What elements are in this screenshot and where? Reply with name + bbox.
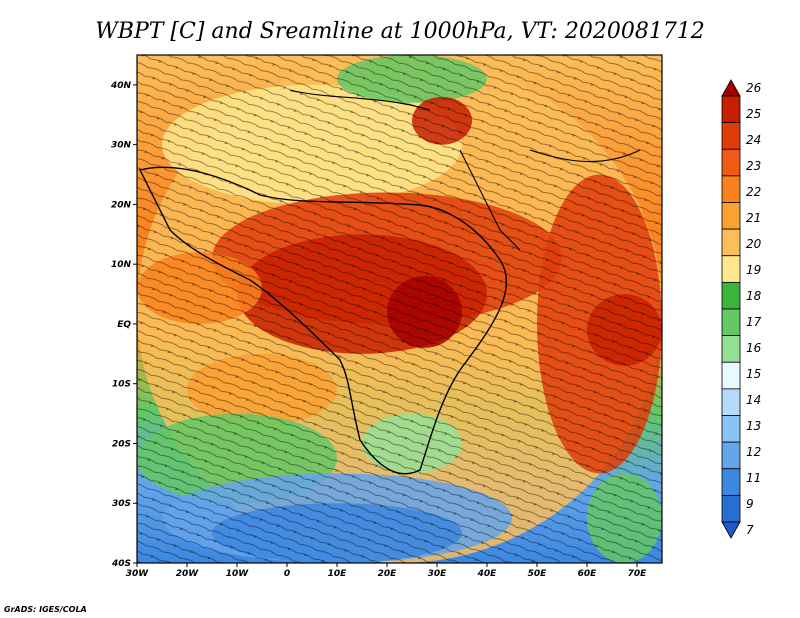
colorbar-label: 19 [746,263,761,277]
y-tick-label: 40S [111,559,131,569]
colorbar-swatch [721,388,741,416]
y-tick-label: EQ [117,320,131,330]
map-frame [136,54,663,564]
colorbar-swatch [721,281,741,310]
colorbar-swatch [721,361,741,390]
x-tick-label: 20E [378,569,398,579]
colorbar-label: 17 [746,315,762,329]
credit-text: GrADS: IGES/COLA [4,605,87,614]
colorbar-label: 16 [746,341,762,355]
y-tick-label: 30N [111,141,132,151]
map-panel [136,54,663,564]
x-tick-label: 10E [328,569,348,579]
x-tick-label: 20W [176,569,200,579]
colorbar-swatch [721,494,741,523]
colorbar-swatch [721,148,741,177]
colorbar-label: 15 [746,367,761,381]
colorbar-swatch [721,95,741,124]
colorbar-label: 13 [746,419,761,433]
x-tick-label: 40E [477,569,498,579]
colorbar-label: 14 [746,393,761,407]
colorbar: 26 25 24 23 22 21 20 19 18 17 16 15 14 13 12 11 9 7 [721,79,762,539]
x-tick-label: 10W [226,569,250,579]
colorbar-swatch [721,122,741,150]
colorbar-label: 11 [746,471,761,485]
streamlines-overlay [137,55,662,563]
x-tick-label: 60E [578,569,598,579]
colorbar-label: 12 [746,445,761,459]
x-tick-label: 30E [428,569,448,579]
colorbar-label: 24 [746,133,761,147]
x-tick-label: 30W [126,569,150,579]
colorbar-label: 22 [746,185,761,199]
y-tick-label: 20S [112,439,131,449]
colorbar-label: 7 [746,523,754,537]
colorbar-swatch [721,335,741,363]
y-tick-label: 40N [110,81,132,91]
colorbar-swatch [721,175,741,203]
colorbar-swatch [721,255,741,283]
x-tick-label: 50E [528,569,548,579]
colorbar-label: 26 [746,81,762,95]
colorbar-swatch [721,441,741,470]
colorbar-swatch [721,202,741,230]
colorbar-swatch [721,521,741,539]
y-tick-label: 10S [112,380,131,390]
colorbar-label: 23 [746,159,761,173]
colorbar-label: 25 [746,107,761,121]
latitude-axis: 40N 30N 20N 10N EQ 10S 20S 30S 40S [110,81,137,569]
y-tick-label: 30S [112,499,131,509]
colorbar-swatch [721,415,741,443]
colorbar-swatch [721,228,741,257]
x-tick-label: 0 [284,569,290,579]
y-tick-label: 10N [111,260,132,270]
colorbar-label: 20 [746,237,762,251]
colorbar-swatch [721,79,741,97]
colorbar-label: 18 [746,289,762,303]
colorbar-swatch [721,468,741,496]
y-tick-label: 20N [111,200,132,210]
colorbar-label: 9 [746,497,754,511]
colorbar-label: 21 [746,211,761,225]
map-title: WBPT [C] and Sreamline at 1000hPa, VT: 2… [95,19,705,44]
x-tick-label: 70E [628,569,648,579]
colorbar-swatch [721,308,741,337]
longitude-axis: 30W 20W 10W 0 10E 20E 30E 40E 50E 60E 70E [126,563,647,579]
